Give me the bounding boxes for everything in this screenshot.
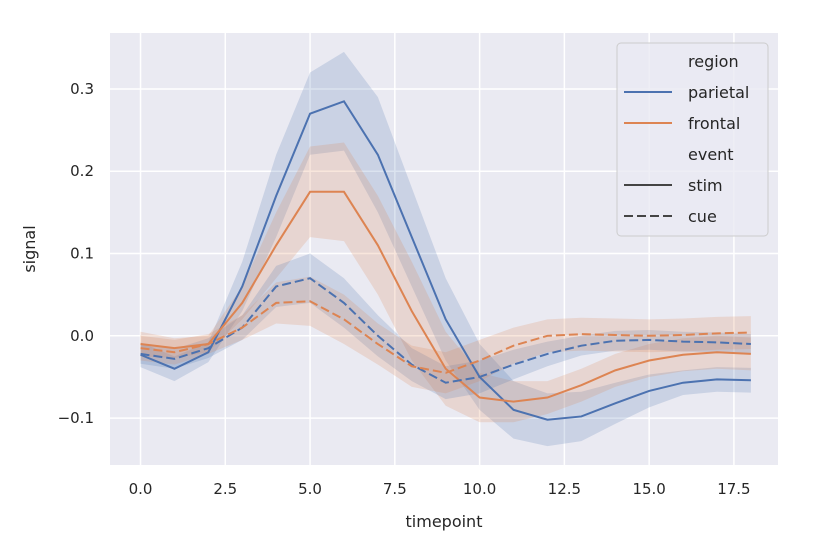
x-tick-label: 7.5 (383, 480, 407, 498)
y-tick-label: −0.1 (58, 409, 94, 427)
x-tick-label: 17.5 (717, 480, 750, 498)
legend-title-region: region (688, 52, 739, 71)
legend-label-stim: stim (688, 176, 723, 195)
y-tick-label: 0.0 (70, 327, 94, 345)
legend-label-frontal: frontal (688, 114, 740, 133)
y-tick-label: 0.2 (70, 162, 94, 180)
y-tick-label: 0.1 (70, 245, 94, 263)
legend: region parietal frontal event stim cue (617, 43, 768, 236)
x-tick-label: 0.0 (129, 480, 153, 498)
y-tick-label: 0.3 (70, 80, 94, 98)
y-ticks: −0.1 0.0 0.1 0.2 0.3 (58, 80, 94, 427)
x-ticks: 0.0 2.5 5.0 7.5 10.0 12.5 15.0 17.5 (129, 480, 751, 498)
y-axis-label: signal (20, 225, 39, 272)
x-tick-label: 10.0 (463, 480, 496, 498)
x-tick-label: 15.0 (632, 480, 665, 498)
legend-label-cue: cue (688, 207, 717, 226)
x-axis-label: timepoint (406, 512, 483, 531)
x-tick-label: 12.5 (548, 480, 581, 498)
legend-title-event: event (688, 145, 734, 164)
legend-label-parietal: parietal (688, 83, 749, 102)
x-tick-label: 2.5 (213, 480, 237, 498)
x-tick-label: 5.0 (298, 480, 322, 498)
